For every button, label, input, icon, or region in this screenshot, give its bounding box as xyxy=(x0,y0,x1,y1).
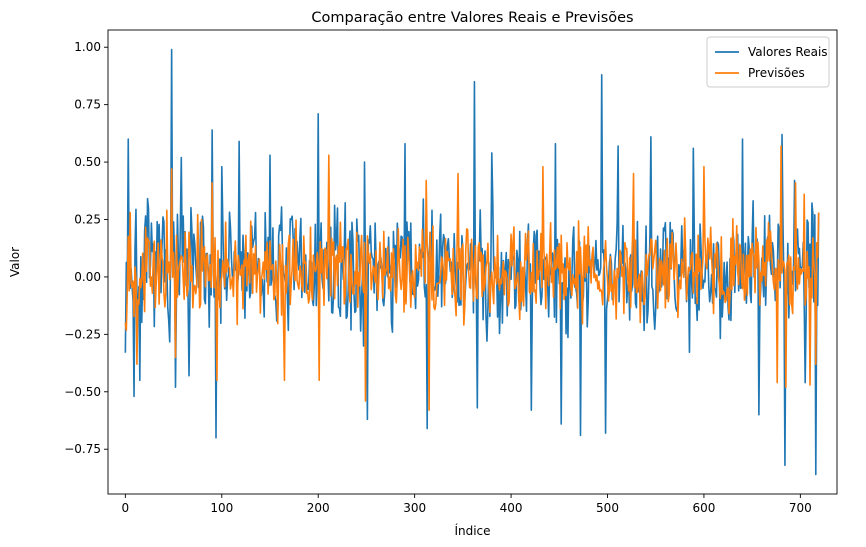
x-tick-label: 200 xyxy=(307,501,330,515)
x-tick-label: 0 xyxy=(122,501,130,515)
y-tick-label: 0.50 xyxy=(74,155,101,169)
y-axis-label: Valor xyxy=(8,247,22,277)
chart-title: Comparação entre Valores Reais e Previsõ… xyxy=(311,10,633,26)
y-tick-label: 0.00 xyxy=(74,270,101,284)
plot-area xyxy=(124,48,820,476)
series-line-1 xyxy=(124,145,820,411)
y-tick-label: 0.25 xyxy=(74,213,101,227)
y-tick-label: −0.25 xyxy=(64,327,101,341)
x-tick-label: 100 xyxy=(210,501,233,515)
x-tick-label: 400 xyxy=(500,501,523,515)
y-tick-label: 0.75 xyxy=(74,98,101,112)
legend-entry: Valores Reais xyxy=(748,45,828,59)
x-tick-label: 700 xyxy=(789,501,812,515)
y-tick-label: −0.75 xyxy=(64,442,101,456)
x-axis-label: Índice xyxy=(454,523,490,538)
axes: 0 100 200 300 400 500 600 700 −0.75 −0.50 −0.25 0.0… xyxy=(64,29,838,515)
legend-entry: Previsões xyxy=(748,66,805,80)
x-tick-label: 600 xyxy=(692,501,715,515)
legend: Valores Reais Previsões xyxy=(706,36,830,88)
x-tick-label: 500 xyxy=(596,501,619,515)
x-tick-label: 300 xyxy=(403,501,426,515)
y-tick-label: 1.00 xyxy=(74,40,101,54)
axes-frame xyxy=(107,29,838,495)
legend-box xyxy=(706,36,830,88)
y-tick-label: −0.50 xyxy=(64,385,101,399)
